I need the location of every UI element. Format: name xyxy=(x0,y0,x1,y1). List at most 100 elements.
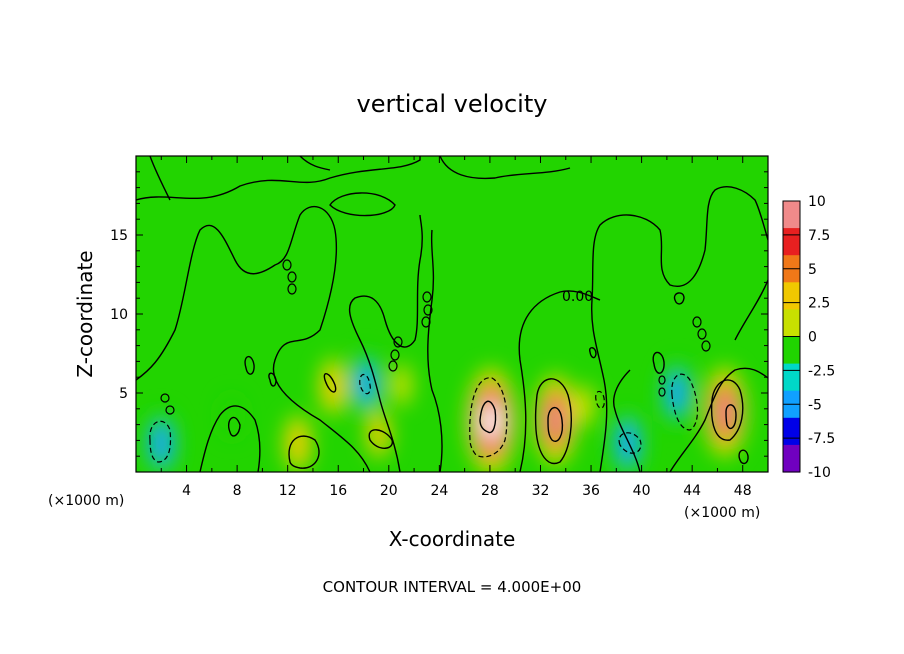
x-tick-label: 20 xyxy=(380,483,398,499)
x-tick-label: 40 xyxy=(633,483,651,499)
contour-ring xyxy=(422,291,432,303)
y-axis-ticks: 5 10 15 xyxy=(110,171,768,457)
x-tick-label: 24 xyxy=(430,483,448,499)
colorbar-segment xyxy=(783,444,800,473)
chart-title: vertical velocity xyxy=(357,90,548,118)
contour-line-dashed xyxy=(359,373,371,395)
contour-line xyxy=(673,292,685,305)
x-axis-ticks: 4 8 12 16 20 24 28 32 36 40 44 48 xyxy=(160,156,752,499)
contour-line xyxy=(590,186,768,472)
colorbar-tick-label: 2.5 xyxy=(808,296,830,312)
y-axis-label: Z-coordinate xyxy=(73,250,97,377)
contour-line xyxy=(228,416,241,437)
colorbar-tick-label: -5 xyxy=(808,397,822,413)
contour-line xyxy=(547,406,564,442)
colorbar-segment xyxy=(783,309,800,338)
x-tick-label: 48 xyxy=(734,483,752,499)
field-blob xyxy=(716,394,735,430)
colorbar-segment xyxy=(783,336,800,365)
contour-line xyxy=(613,369,641,472)
x-tick-label: 16 xyxy=(329,483,347,499)
x-tick-label: 8 xyxy=(233,483,242,499)
contour-line xyxy=(348,214,423,472)
colorbar-tick-label: 10 xyxy=(808,194,826,210)
contour-ring xyxy=(282,259,292,271)
colorbar-tick-label: 5 xyxy=(808,262,817,278)
contour-ring xyxy=(160,393,170,403)
contour-ring xyxy=(658,375,666,385)
field-blob xyxy=(666,372,688,414)
contour-ring xyxy=(421,316,431,328)
contour-line xyxy=(268,372,277,387)
contour-line xyxy=(725,404,737,430)
colorbar-segment xyxy=(783,417,800,446)
colorbar-tick-label: 0 xyxy=(808,330,817,346)
contour-line xyxy=(288,435,320,469)
plot-area: 0.00 xyxy=(136,156,768,472)
field-blob xyxy=(323,368,343,406)
contour-ring xyxy=(692,316,702,328)
y-tick-label: 5 xyxy=(119,386,128,402)
x-unit-right: (×1000 m) xyxy=(684,505,760,521)
contour-ring xyxy=(165,405,175,415)
contour-line-dashed xyxy=(595,390,605,409)
contour-line xyxy=(149,156,171,201)
x-tick-label: 12 xyxy=(279,483,297,499)
contour-line xyxy=(588,347,597,359)
contour-line xyxy=(439,156,571,180)
colorbar-segment xyxy=(783,282,800,310)
contour-line xyxy=(710,379,744,441)
contour-line xyxy=(323,373,337,393)
contour-ring xyxy=(287,283,297,295)
contour-ring xyxy=(388,360,398,372)
y-tick-label: 10 xyxy=(110,307,128,323)
x-unit-left: (×1000 m) xyxy=(48,493,124,509)
colorbar-tick-label: -2.5 xyxy=(808,363,835,379)
field-blob xyxy=(482,404,501,439)
colorbar-tick-label: 7.5 xyxy=(808,228,830,244)
contour-line-dashed xyxy=(671,373,699,431)
contour-line-dashed xyxy=(149,420,172,463)
contour-ring xyxy=(287,271,297,283)
x-tick-label: 32 xyxy=(532,483,550,499)
contour-line xyxy=(738,449,749,465)
contour-line xyxy=(199,405,261,472)
contour-line-dashed xyxy=(469,377,508,458)
colorbar-tick-label: -7.5 xyxy=(808,431,835,447)
field-blob xyxy=(574,384,596,427)
field-blob xyxy=(617,423,638,465)
x-tick-label: 44 xyxy=(683,483,701,499)
colorbar-segment xyxy=(783,201,800,229)
contour-small-rings xyxy=(160,259,711,415)
field-blob xyxy=(370,417,388,451)
contour-line xyxy=(299,156,331,171)
field-blob xyxy=(355,363,377,405)
contour-ring xyxy=(390,349,400,361)
x-tick-label: 36 xyxy=(582,483,600,499)
contour-line xyxy=(652,351,665,374)
x-axis-label: X-coordinate xyxy=(389,527,516,551)
contour-line xyxy=(136,156,421,201)
contour-line xyxy=(518,290,601,472)
contour-ring xyxy=(701,340,711,352)
field-blob xyxy=(390,364,412,407)
x-tick-label: 28 xyxy=(481,483,499,499)
colorbar-segment xyxy=(783,363,800,392)
x-tick-label: 4 xyxy=(182,483,191,499)
contour-line xyxy=(427,229,443,472)
contour-line xyxy=(329,192,396,217)
contour-label: 0.00 xyxy=(562,289,593,305)
contour-line xyxy=(479,400,497,434)
colorbar: 10 7.5 5 2.5 0 -2.5 -5 -7.5 -10 xyxy=(782,194,835,481)
field-blob xyxy=(150,423,172,465)
contour-line xyxy=(368,429,393,449)
colorbar-segment xyxy=(783,228,800,256)
field-blob xyxy=(288,425,308,462)
contour-line-dashed xyxy=(618,432,642,454)
contour-ring xyxy=(697,328,707,340)
contour-interval-footer: CONTOUR INTERVAL = 4.000E+00 xyxy=(323,578,582,596)
contour-line xyxy=(534,378,572,465)
contour-line xyxy=(669,367,768,472)
y-tick-label: 15 xyxy=(110,228,128,244)
